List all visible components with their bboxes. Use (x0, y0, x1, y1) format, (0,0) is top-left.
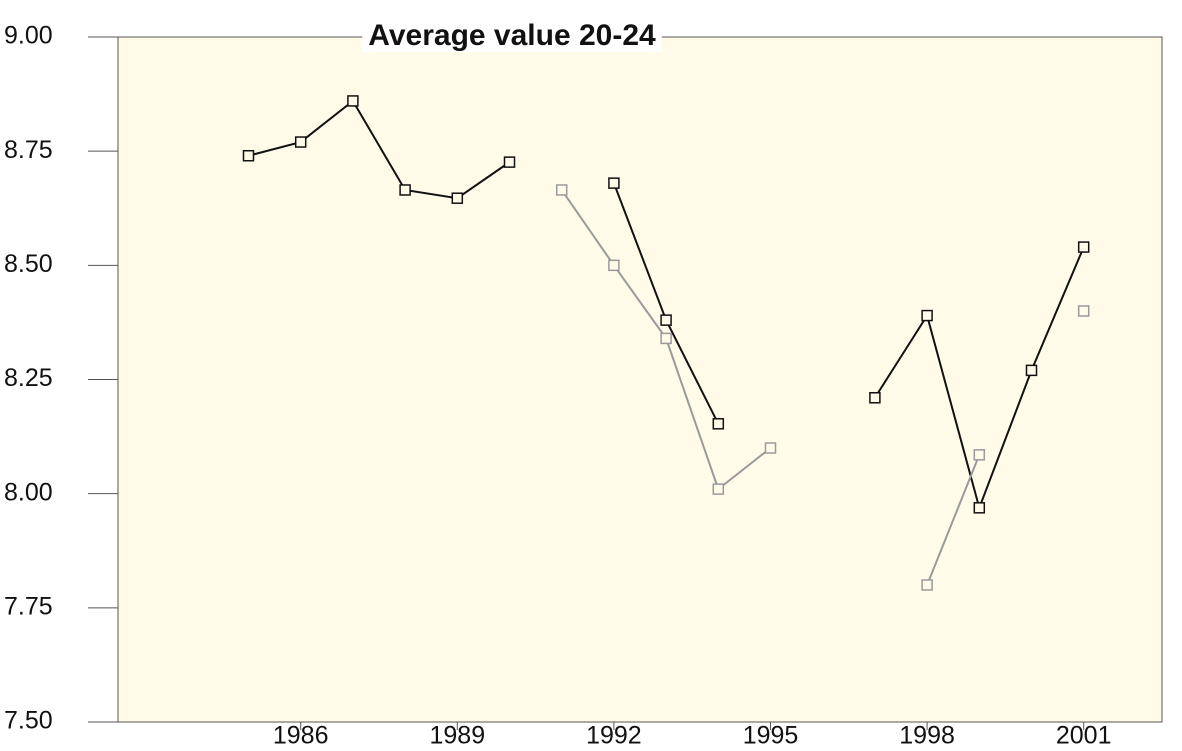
point-marker (973, 449, 986, 461)
plot-area (117, 36, 1163, 723)
y-tick-label: 8.50 (4, 250, 53, 278)
point-marker (1025, 364, 1038, 377)
y-tick-label: 8.25 (4, 364, 53, 392)
point-marker (1077, 305, 1090, 317)
x-tick-label: 1992 (586, 722, 642, 750)
point-marker (660, 314, 672, 326)
point-marker (869, 392, 881, 404)
x-tick-label: 2001 (1056, 722, 1112, 750)
point-marker (764, 442, 777, 454)
point-marker (1077, 241, 1090, 253)
point-marker (608, 259, 620, 272)
x-tick-label: 1986 (273, 722, 329, 750)
y-tick-label: 8.00 (4, 478, 53, 506)
point-marker (712, 418, 725, 430)
point-marker (712, 483, 725, 495)
point-marker (555, 184, 568, 196)
y-tick-label: 7.50 (4, 707, 53, 735)
x-tick-label: 1995 (743, 722, 799, 750)
point-marker (242, 149, 255, 162)
point-marker (503, 156, 516, 168)
y-tick-label: 8.75 (4, 136, 53, 164)
y-tick-label: 9.00 (4, 22, 53, 50)
title-background (362, 18, 663, 52)
x-tick-label: 1989 (429, 722, 485, 750)
point-marker (399, 184, 411, 196)
x-tick-label: 1998 (899, 722, 955, 750)
y-tick-label: 7.75 (4, 592, 53, 620)
point-marker (660, 332, 672, 345)
point-marker (451, 192, 464, 204)
point-marker (921, 309, 933, 322)
point-marker (608, 177, 620, 189)
point-marker (294, 136, 307, 148)
point-marker (973, 502, 986, 514)
point-marker (347, 95, 359, 107)
chart-title: Average value 20-24 (368, 19, 656, 52)
point-marker (921, 579, 933, 591)
